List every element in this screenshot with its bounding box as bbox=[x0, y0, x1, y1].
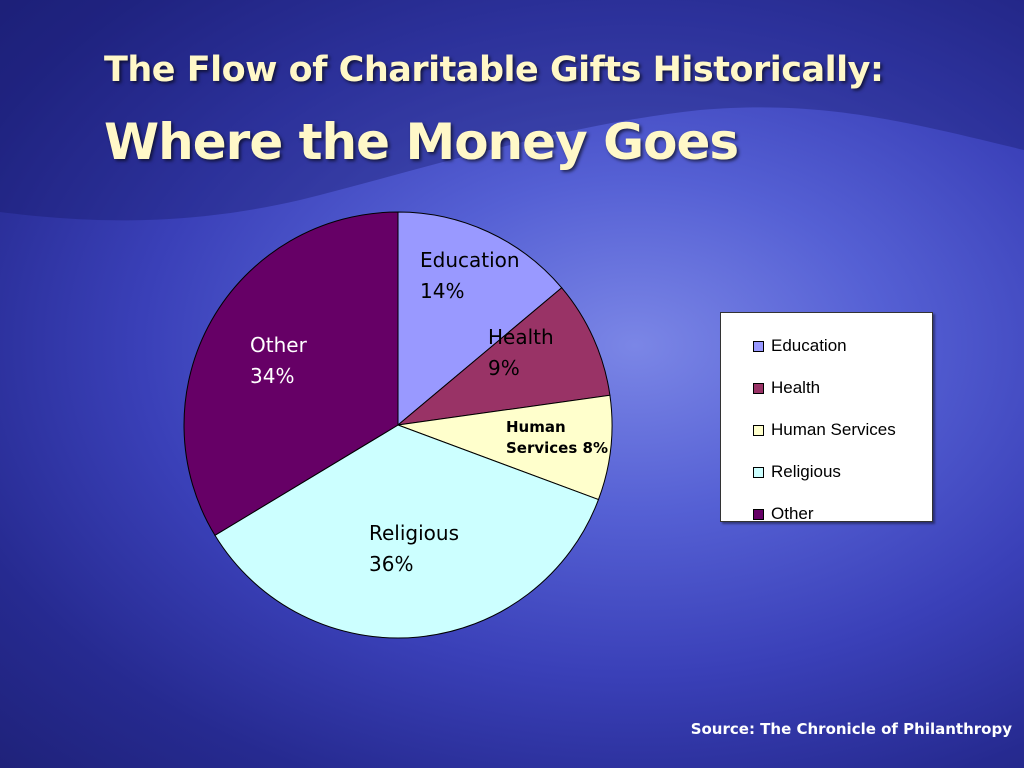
slide-title: The Flow of Charitable Gifts Historicall… bbox=[104, 50, 884, 90]
legend-label: Human Services bbox=[771, 420, 896, 439]
data-label-other: Other 34% bbox=[250, 333, 307, 388]
legend-label: Religious bbox=[771, 462, 841, 481]
chart-legend: Education Health Human Services Religiou… bbox=[720, 312, 933, 523]
legend-item-other: Other bbox=[721, 493, 932, 535]
legend-swatch bbox=[753, 382, 764, 394]
legend-swatch bbox=[753, 340, 764, 352]
legend-swatch bbox=[753, 508, 764, 520]
background-wave bbox=[0, 0, 1024, 221]
legend-item-human-services: Human Services bbox=[721, 409, 932, 451]
data-label-education: Education 14% bbox=[420, 248, 520, 303]
legend-label: Health bbox=[771, 378, 821, 397]
legend-item-health: Health bbox=[721, 367, 932, 409]
slide-subtitle: Where the Money Goes bbox=[104, 113, 739, 171]
pie-slice-religious bbox=[214, 424, 600, 639]
legend-swatch bbox=[753, 466, 764, 478]
data-label-health: Health 9% bbox=[488, 325, 554, 380]
data-label-religious: Religious 36% bbox=[369, 521, 459, 576]
pie-slice-human-services bbox=[397, 394, 613, 501]
legend-label: Education bbox=[771, 336, 847, 355]
legend-swatch bbox=[753, 424, 764, 436]
source-citation: Source: The Chronicle of Philanthropy bbox=[690, 720, 1012, 738]
pie-slice-health bbox=[396, 287, 611, 426]
legend-item-religious: Religious bbox=[721, 451, 932, 493]
legend-item-education: Education bbox=[721, 325, 932, 367]
data-label-human-services: Human Services 8% bbox=[506, 418, 608, 457]
pie-slice-other bbox=[183, 211, 399, 536]
pie-slice-education bbox=[397, 211, 563, 427]
legend-label: Other bbox=[771, 504, 814, 523]
